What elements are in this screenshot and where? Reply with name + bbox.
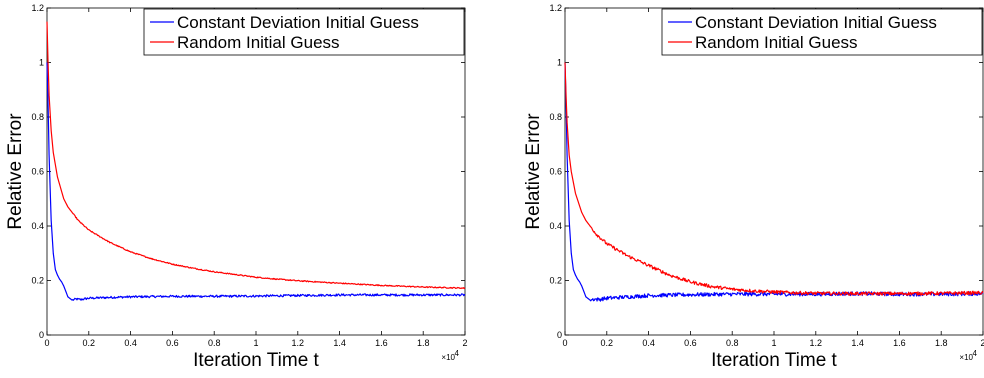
x-tick-label: 0: [44, 338, 49, 348]
x-tick-label: 0.4: [642, 338, 655, 348]
y-tick-label: 0.6: [31, 167, 44, 177]
x-tick-label: 1.4: [333, 338, 346, 348]
series-line-1: [46, 62, 466, 301]
y-tick-label: 0: [39, 330, 44, 340]
x-tick-label: 0.2: [83, 338, 96, 348]
x-tick-label: 0.4: [124, 338, 137, 348]
legend-entry-1: Constant Deviation Initial Guess: [695, 13, 937, 32]
legend-entry-2: Random Initial Guess: [177, 33, 340, 52]
y-tick-label: 1.2: [31, 3, 44, 13]
x-axis-label: Iteration Time t: [711, 350, 837, 371]
x-tick-label: 2: [980, 338, 984, 348]
y-tick-label: 0.8: [549, 112, 562, 122]
y-axis-label: Relative Error: [523, 113, 544, 230]
y-tick-label: 0.6: [549, 167, 562, 177]
y-tick-label: 1: [39, 58, 44, 68]
series-line-2: [564, 62, 984, 296]
legend-box: [143, 8, 465, 56]
legend-entry-2: Random Initial Guess: [695, 33, 858, 52]
y-tick-label: 0: [557, 330, 562, 340]
x-tick-label: 0.8: [726, 338, 739, 348]
x-tick-label: 1.8: [417, 338, 430, 348]
legend-box: [661, 8, 983, 56]
x-multiplier-exponent: 4: [455, 349, 460, 358]
y-tick-label: 0.8: [31, 112, 44, 122]
x-tick-label: 0: [562, 338, 567, 348]
plot-frame: [564, 7, 984, 336]
y-axis-label: Relative Error: [5, 113, 26, 230]
x-tick-label: 0.6: [684, 338, 697, 348]
series-line-1: [564, 62, 984, 302]
x-tick-label: 0.6: [166, 338, 179, 348]
y-tick-label: 0.2: [31, 276, 44, 286]
x-tick-label: 2: [462, 338, 467, 348]
x-tick-label: 0.2: [601, 338, 614, 348]
x-tick-label: 1: [771, 338, 776, 348]
chart-1: 0 0.2 0.4 0.6 0.8 1 1.2 1.4 1.6 1.8 2 0 0.2 0.4 0.6 0.8…: [5, 3, 468, 371]
y-tick-label: 0.2: [549, 276, 562, 286]
x-tick-label: 1.8: [935, 338, 948, 348]
x-tick-label: 1: [253, 338, 258, 348]
y-tick-label: 1: [557, 58, 562, 68]
y-tick-label: 0.4: [31, 221, 44, 231]
chart-2: 0 0.2 0.4 0.6 0.8 1 1.2 1.4 1.6 1.8 2 0 0.2 0.4 0.6 0.8…: [523, 3, 984, 371]
x-tick-label: 1.6: [375, 338, 388, 348]
y-tick-label: 0.4: [549, 221, 562, 231]
x-multiplier: ×10: [441, 353, 455, 362]
x-tick-label: 0.8: [208, 338, 221, 348]
x-axis-label: Iteration Time t: [193, 350, 319, 371]
y-tick-label: 1.2: [549, 3, 562, 13]
legend-entry-1: Constant Deviation Initial Guess: [177, 13, 419, 32]
x-tick-label: 1.2: [292, 338, 305, 348]
series-line-2: [46, 21, 466, 290]
x-tick-label: 1.4: [851, 338, 864, 348]
x-tick-label: 1.2: [810, 338, 823, 348]
x-tick-label: 1.6: [893, 338, 906, 348]
x-multiplier-exponent: 4: [973, 349, 978, 358]
x-multiplier: ×10: [959, 353, 973, 362]
